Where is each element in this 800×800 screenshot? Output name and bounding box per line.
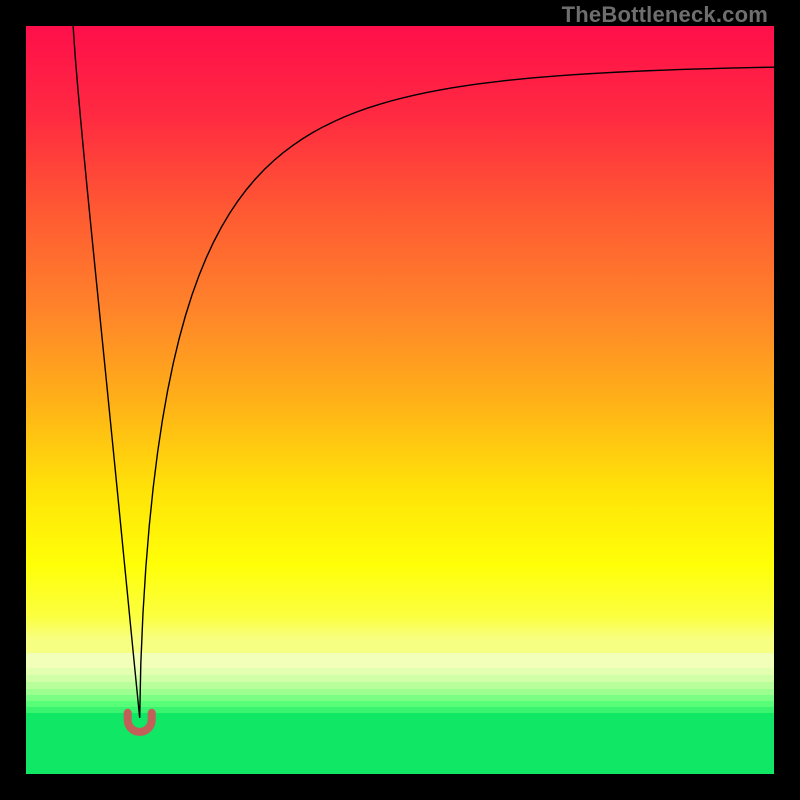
plot-area: [26, 26, 774, 774]
curve-path: [73, 26, 774, 718]
bottleneck-curve: [26, 26, 774, 774]
watermark-label: TheBottleneck.com: [562, 2, 768, 28]
chart-frame: TheBottleneck.com: [0, 0, 800, 800]
frame-border-right: [774, 0, 800, 800]
frame-border-bottom: [0, 774, 800, 800]
frame-border-left: [0, 0, 26, 800]
